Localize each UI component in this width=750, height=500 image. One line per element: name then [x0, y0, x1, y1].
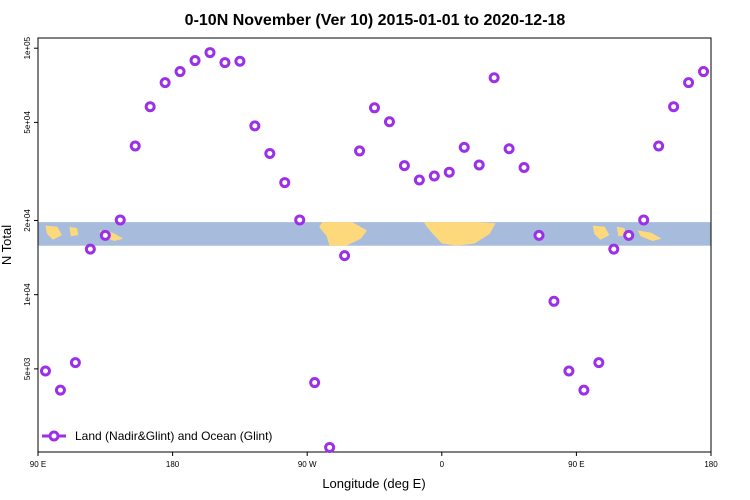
land-shapes: [45, 222, 662, 246]
data-point: [443, 166, 455, 178]
data-point: [99, 229, 111, 241]
data-point: [324, 441, 336, 453]
legend-marker-swatch: [48, 430, 60, 442]
land-indonesia-c: [592, 225, 610, 240]
data-point: [653, 140, 665, 152]
land-south-america: [319, 222, 367, 246]
x-axis: 90 E 180 90 W 0 90 E 180: [30, 452, 718, 469]
data-point: [593, 357, 605, 369]
data-point: [458, 141, 470, 153]
data-point: [488, 72, 500, 84]
y-tick-label: 2e+04: [23, 209, 32, 232]
ocean-band: [38, 222, 711, 246]
plot-frame: [37, 37, 712, 453]
land-ocean-band: [38, 222, 711, 246]
data-point: [339, 250, 351, 262]
data-points: [39, 47, 710, 453]
data-point: [159, 77, 171, 89]
data-point: [294, 214, 306, 226]
data-point: [69, 357, 81, 369]
data-point: [369, 102, 380, 114]
chart-title: 0-10N November (Ver 10) 2015-01-01 to 20…: [185, 12, 566, 29]
data-point: [638, 214, 650, 226]
data-point: [84, 243, 96, 255]
data-point: [413, 174, 425, 186]
data-point: [383, 116, 395, 128]
data-point: [578, 384, 590, 396]
data-point: [114, 214, 126, 226]
data-point: [249, 120, 261, 132]
land-new-guinea-2: [637, 230, 662, 241]
data-point: [279, 177, 291, 189]
data-point: [398, 160, 410, 172]
data-point: [144, 101, 156, 113]
x-tick-label: 180: [704, 460, 718, 469]
data-point: [234, 55, 246, 67]
data-point: [548, 295, 560, 307]
y-tick-label: 5e+04: [23, 111, 32, 134]
data-point: [563, 365, 575, 377]
data-point: [428, 170, 440, 182]
x-tick-label: 180: [166, 460, 180, 469]
data-point: [473, 159, 485, 171]
data-point: [683, 77, 695, 89]
x-tick-label: 90 E: [568, 460, 584, 469]
y-tick-label: 5e+03: [23, 357, 32, 380]
x-tick-label: 90 W: [298, 460, 317, 469]
data-point: [174, 66, 186, 78]
data-point: [39, 365, 51, 377]
land-indonesia-a: [45, 225, 62, 240]
data-point: [129, 140, 141, 152]
data-point: [264, 147, 276, 159]
data-point: [204, 47, 216, 59]
y-tick-label: 1e+04: [23, 283, 32, 306]
data-point: [623, 229, 635, 241]
data-point: [518, 162, 530, 174]
data-point: [533, 229, 545, 241]
y-tick-label: 1e+05: [23, 36, 32, 59]
x-axis-label: Longitude (deg E): [322, 476, 425, 491]
data-point: [608, 243, 620, 255]
data-point: [219, 57, 231, 69]
legend-label: Land (Nadir&Glint) and Ocean (Glint): [75, 429, 272, 443]
data-point: [54, 384, 66, 396]
data-point: [503, 143, 515, 155]
data-point: [698, 66, 710, 78]
y-axis: 5e+03 1e+04 2e+04 5e+04 1e+05: [23, 36, 38, 380]
legend: Land (Nadir&Glint) and Ocean (Glint): [42, 429, 272, 443]
land-indonesia-b: [69, 226, 79, 237]
data-point: [189, 55, 201, 67]
x-tick-label: 0: [440, 460, 445, 469]
data-point: [309, 377, 321, 389]
data-point: [668, 101, 680, 113]
land-africa: [423, 222, 496, 246]
y-axis-label: N Total: [0, 225, 14, 265]
x-tick-label: 90 E: [30, 460, 46, 469]
data-point: [354, 145, 366, 157]
